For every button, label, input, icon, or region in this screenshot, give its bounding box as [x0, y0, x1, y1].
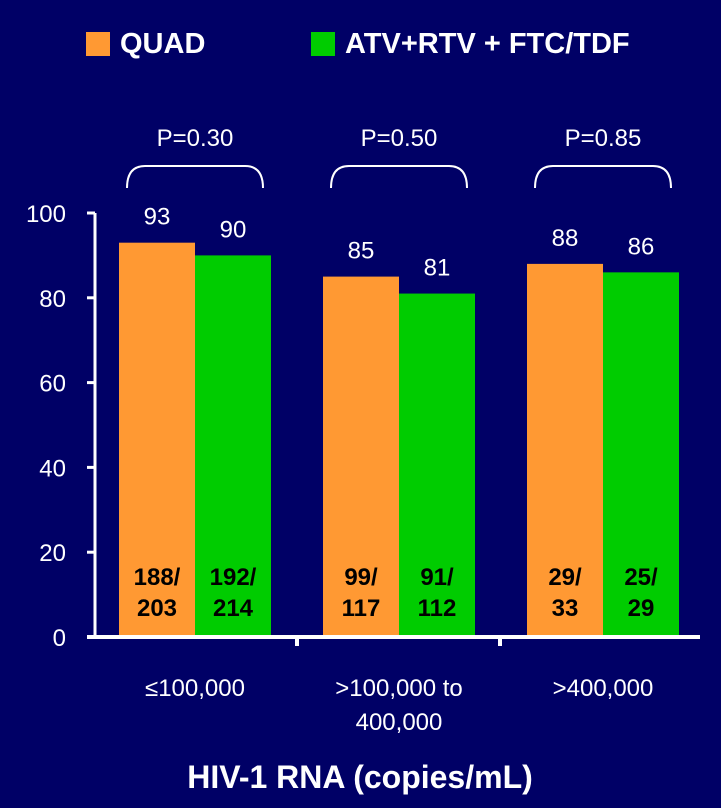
bar-count-label: 192/	[210, 564, 257, 591]
p-value-bracket	[534, 165, 672, 189]
bar-count-label: 91/	[420, 564, 454, 591]
bar-value-label: 90	[220, 216, 247, 243]
bar-0-1	[323, 276, 399, 637]
y-tick-label: 20	[39, 540, 66, 567]
y-tick-label: 60	[39, 371, 66, 398]
bar-1-1	[399, 293, 475, 637]
bar-1-2	[603, 272, 679, 637]
legend-label-quad: QUAD	[120, 27, 206, 60]
bar-count-label: 29	[628, 595, 655, 622]
bar-count-label: 214	[213, 595, 254, 622]
x-category-label: >400,000	[553, 675, 654, 702]
p-value-bracket	[126, 165, 264, 189]
p-value-bracket	[330, 165, 468, 189]
bar-count-label: 33	[552, 595, 579, 622]
legend-swatch-quad	[86, 32, 110, 56]
bar-0-0	[119, 242, 195, 637]
bar-value-label: 93	[144, 204, 171, 231]
legend-item-atv: ATV+RTV + FTC/TDF	[311, 28, 630, 60]
y-tick-label: 100	[26, 201, 66, 228]
p-value-label: P=0.50	[361, 125, 438, 152]
y-tick-label: 0	[53, 625, 66, 652]
bar-count-label: 117	[342, 595, 381, 622]
bar-count-label: 99/	[344, 564, 378, 591]
bar-value-label: 88	[552, 225, 579, 252]
y-tick-label: 40	[39, 455, 66, 482]
bar-count-label: 203	[137, 595, 177, 622]
x-axis-title: HIV-1 RNA (copies/mL)	[187, 759, 533, 795]
bar-count-label: 29/	[548, 564, 582, 591]
bar-count-label: 188/	[134, 564, 181, 591]
y-tick-label: 80	[39, 286, 66, 313]
legend-label-atv: ATV+RTV + FTC/TDF	[345, 27, 630, 60]
bar-count-label: 25/	[624, 564, 658, 591]
x-category-label: >100,000 to	[335, 675, 462, 702]
bar-value-label: 81	[424, 255, 451, 282]
x-category-label: 400,000	[356, 709, 443, 736]
legend-item-quad: QUAD	[86, 28, 205, 60]
p-value-label: P=0.30	[157, 125, 234, 152]
bar-value-label: 85	[348, 238, 375, 265]
p-value-label: P=0.85	[565, 125, 642, 152]
bar-value-label: 86	[628, 233, 655, 260]
bar-1-0	[195, 255, 271, 637]
bar-count-label: 112	[418, 595, 457, 622]
bar-0-2	[527, 263, 603, 637]
x-category-label: ≤100,000	[145, 675, 245, 702]
legend-swatch-atv	[311, 32, 335, 56]
